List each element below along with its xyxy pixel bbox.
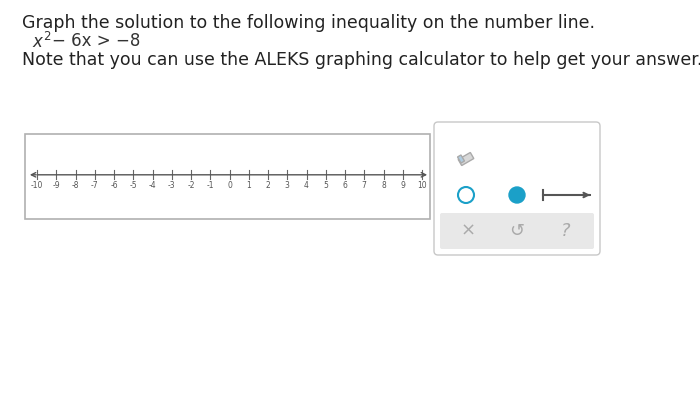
Text: -8: -8	[71, 181, 79, 190]
Polygon shape	[458, 153, 474, 166]
Text: -5: -5	[130, 181, 137, 190]
Text: 9: 9	[400, 181, 405, 190]
Text: 10: 10	[417, 181, 427, 190]
Text: − 6x > −8: − 6x > −8	[52, 32, 141, 50]
Text: 8: 8	[381, 181, 386, 190]
Text: -9: -9	[52, 181, 60, 190]
Text: $x^2$: $x^2$	[32, 32, 51, 52]
Polygon shape	[458, 155, 465, 163]
Text: ×: ×	[461, 222, 475, 240]
FancyBboxPatch shape	[440, 213, 594, 249]
Text: 2: 2	[265, 181, 270, 190]
Text: 1: 1	[246, 181, 251, 190]
Text: -2: -2	[188, 181, 195, 190]
Text: Graph the solution to the following inequality on the number line.: Graph the solution to the following ineq…	[22, 14, 595, 32]
Text: 3: 3	[285, 181, 290, 190]
Text: -6: -6	[110, 181, 118, 190]
Text: ?: ?	[561, 222, 570, 240]
Text: -1: -1	[206, 181, 214, 190]
Bar	[25, 134, 430, 219]
Text: 6: 6	[342, 181, 347, 190]
Text: 5: 5	[323, 181, 328, 190]
Text: 7: 7	[362, 181, 367, 190]
Text: -7: -7	[91, 181, 99, 190]
Circle shape	[509, 187, 525, 203]
Text: ↺: ↺	[510, 222, 524, 240]
Text: 4: 4	[304, 181, 309, 190]
Text: Note that you can use the ALEKS graphing calculator to help get your answer.: Note that you can use the ALEKS graphing…	[22, 51, 700, 69]
Text: -4: -4	[148, 181, 156, 190]
Text: -10: -10	[31, 181, 43, 190]
Text: -3: -3	[168, 181, 176, 190]
FancyBboxPatch shape	[434, 122, 600, 255]
Text: 0: 0	[227, 181, 232, 190]
